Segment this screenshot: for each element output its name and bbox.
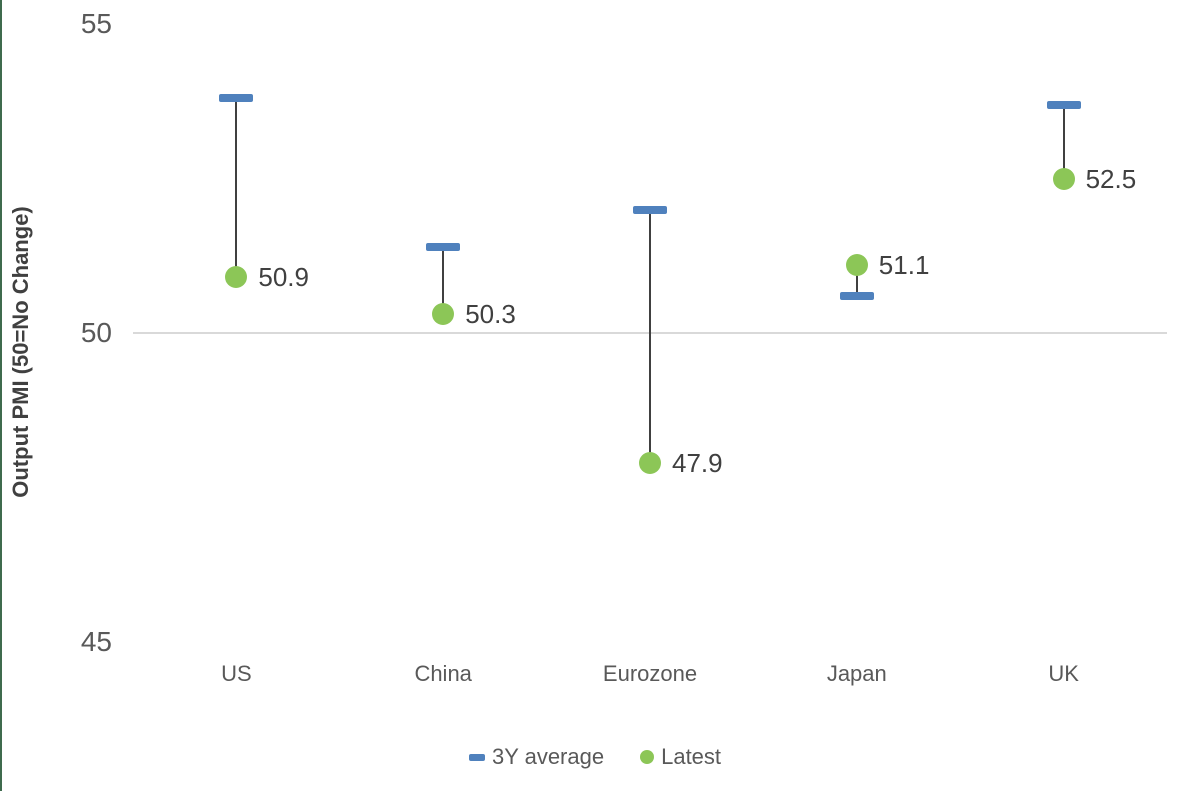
- high-low-connector-line: [649, 209, 651, 463]
- latest-dot-marker: [225, 266, 248, 289]
- avg-dash-marker: [426, 242, 461, 251]
- y-axis-tick-label: 50: [80, 317, 112, 348]
- latest-dot-marker: [845, 254, 868, 277]
- x-category-label: UK: [1048, 661, 1079, 686]
- high-low-connector-line: [442, 246, 445, 315]
- y-axis-tick-label: 55: [80, 8, 112, 40]
- latest-dot-marker: [1052, 167, 1075, 190]
- high-low-connector-line: [235, 98, 238, 278]
- x-category-label: US: [221, 661, 252, 686]
- legend-circle-icon: [640, 750, 655, 764]
- data-label: 50.3: [465, 299, 516, 330]
- high-low-connector-line: [855, 265, 858, 296]
- legend: 3Y average Latest: [0, 742, 1190, 772]
- left-edge-border: [0, 0, 2, 791]
- x-category-label: Japan: [826, 661, 887, 686]
- legend-item-latest: Latest: [640, 744, 721, 770]
- latest-dot-marker: [639, 451, 661, 474]
- avg-dash-marker: [219, 94, 254, 103]
- data-label: 52.5: [1085, 163, 1137, 194]
- y-axis-tick-label: 45: [80, 625, 112, 657]
- latest-dot-marker: [432, 303, 455, 326]
- data-label: 47.9: [672, 447, 723, 478]
- legend-dash-icon: [468, 753, 485, 761]
- data-label: 51.1: [878, 250, 930, 281]
- y-axis-title: Output PMI (50=No Change): [8, 206, 33, 498]
- legend-item-3y-average: 3Y average: [468, 744, 605, 770]
- avg-dash-marker: [633, 205, 667, 214]
- data-label: 50.9: [258, 262, 309, 293]
- avg-dash-marker: [1046, 100, 1081, 109]
- x-category-label: Eurozone: [602, 661, 698, 686]
- avg-dash-marker: [839, 291, 874, 300]
- legend-label: 3Y average: [491, 744, 605, 769]
- x-category-label: China: [414, 661, 472, 686]
- legend-label: Latest: [661, 744, 722, 769]
- high-low-connector-line: [1062, 104, 1065, 179]
